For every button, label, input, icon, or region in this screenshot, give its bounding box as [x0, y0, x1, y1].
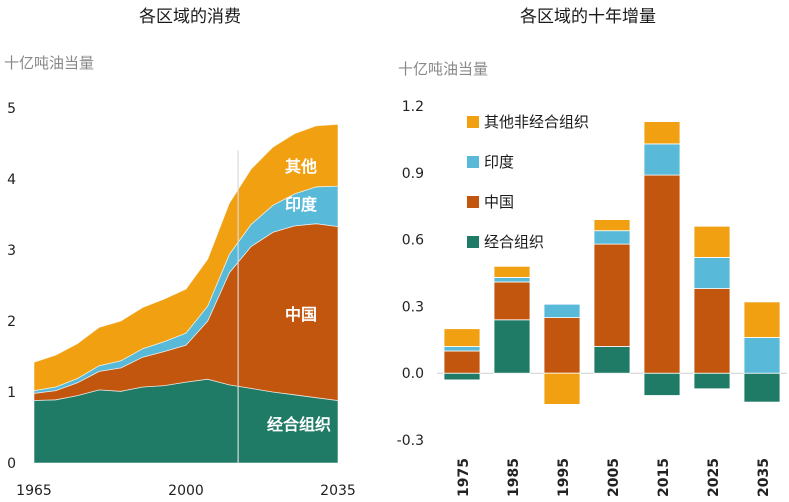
- legend-swatch: [467, 116, 479, 128]
- right-x-tick: 2005: [606, 458, 622, 497]
- right-chart-title: 各区域的十年增量: [520, 7, 656, 27]
- bar-segment: [443, 350, 481, 374]
- legend-swatch: [467, 196, 479, 208]
- bar-segment: [693, 288, 731, 374]
- right-y-tick: 0.9: [402, 166, 424, 182]
- legend-label: 中国: [484, 193, 514, 211]
- right-y-tick: 0.3: [402, 299, 424, 315]
- bar-segment: [643, 174, 681, 374]
- bar-segment: [443, 346, 481, 352]
- bar-segment: [743, 301, 781, 338]
- right-x-tick: 2015: [656, 458, 672, 497]
- right-x-tick: 2035: [756, 458, 772, 497]
- bar-segment: [593, 243, 631, 347]
- right-y-tick: 1.2: [402, 99, 424, 115]
- left-x-tick: 1965: [16, 483, 52, 499]
- right-axes: 1.2 0.9 0.6 0.3 0.0 -0.3 1975 1985 1995 2005 2015 2…: [397, 99, 787, 497]
- right-x-tick: 1995: [556, 458, 572, 497]
- other-area: [33, 123, 339, 392]
- legend-label: 经合组织: [484, 233, 544, 251]
- right-bar-stacks: [443, 121, 781, 405]
- left-x-tick: 2000: [168, 483, 204, 499]
- bar-segment: [593, 219, 631, 232]
- bar-segment: [693, 225, 731, 258]
- left-y-tick: 2: [7, 314, 16, 330]
- bar-segment: [743, 372, 781, 403]
- left-y-tick: 5: [7, 101, 16, 117]
- area-label: 其他: [285, 157, 317, 176]
- right-y-tick: -0.3: [397, 433, 424, 449]
- bar-segment: [593, 346, 631, 374]
- left-x-tick: 2035: [320, 483, 356, 499]
- bar-segment: [443, 328, 481, 347]
- area-label: 经合组织: [267, 415, 331, 434]
- bar-segment: [493, 319, 531, 374]
- bar-segment: [543, 303, 581, 319]
- left-axes: 0 1 2 3 4 5 1965 2000 2035: [7, 101, 356, 499]
- left-chart-title: 各区域的消费: [139, 7, 241, 27]
- area-label: 中国: [285, 305, 317, 324]
- bar-segment: [543, 372, 581, 405]
- bar-segment: [493, 281, 531, 321]
- area-label: 印度: [285, 195, 318, 214]
- left-unit-label: 十亿吨油当量: [4, 54, 94, 72]
- left-y-tick: 3: [7, 243, 16, 259]
- right-unit-label: 十亿吨油当量: [398, 60, 488, 78]
- legend-label: 印度: [484, 153, 514, 171]
- bar-segment: [643, 121, 681, 145]
- bar-segment: [543, 317, 581, 374]
- bar-segment: [593, 230, 631, 245]
- left-y-tick: 4: [7, 172, 16, 188]
- bar-segment: [693, 372, 731, 390]
- right-y-tick: 0.0: [402, 366, 424, 382]
- left-y-tick: 0: [7, 456, 16, 472]
- bar-segment: [493, 277, 531, 283]
- bar-segment: [693, 256, 731, 289]
- legend-swatch: [467, 236, 479, 248]
- legend-swatch: [467, 156, 479, 168]
- left-area-layers: [33, 123, 339, 464]
- right-x-tick: 2025: [706, 458, 722, 497]
- bar-segment: [443, 372, 481, 381]
- legend-label: 其他非经合组织: [484, 113, 589, 131]
- right-y-tick: 0.6: [402, 233, 424, 249]
- consumption-chart: 各区域的消费 十亿吨油当量 0 1 2 3 4 5 1965 2000 2035 其他印度中国经…: [4, 7, 356, 499]
- right-x-tick: 1985: [506, 458, 522, 497]
- bar-segment: [643, 372, 681, 396]
- right-x-tick: 1975: [456, 458, 472, 497]
- bar-segment: [643, 143, 681, 176]
- left-y-tick: 1: [7, 385, 16, 401]
- bar-segment: [493, 265, 531, 278]
- bar-segment: [743, 337, 781, 374]
